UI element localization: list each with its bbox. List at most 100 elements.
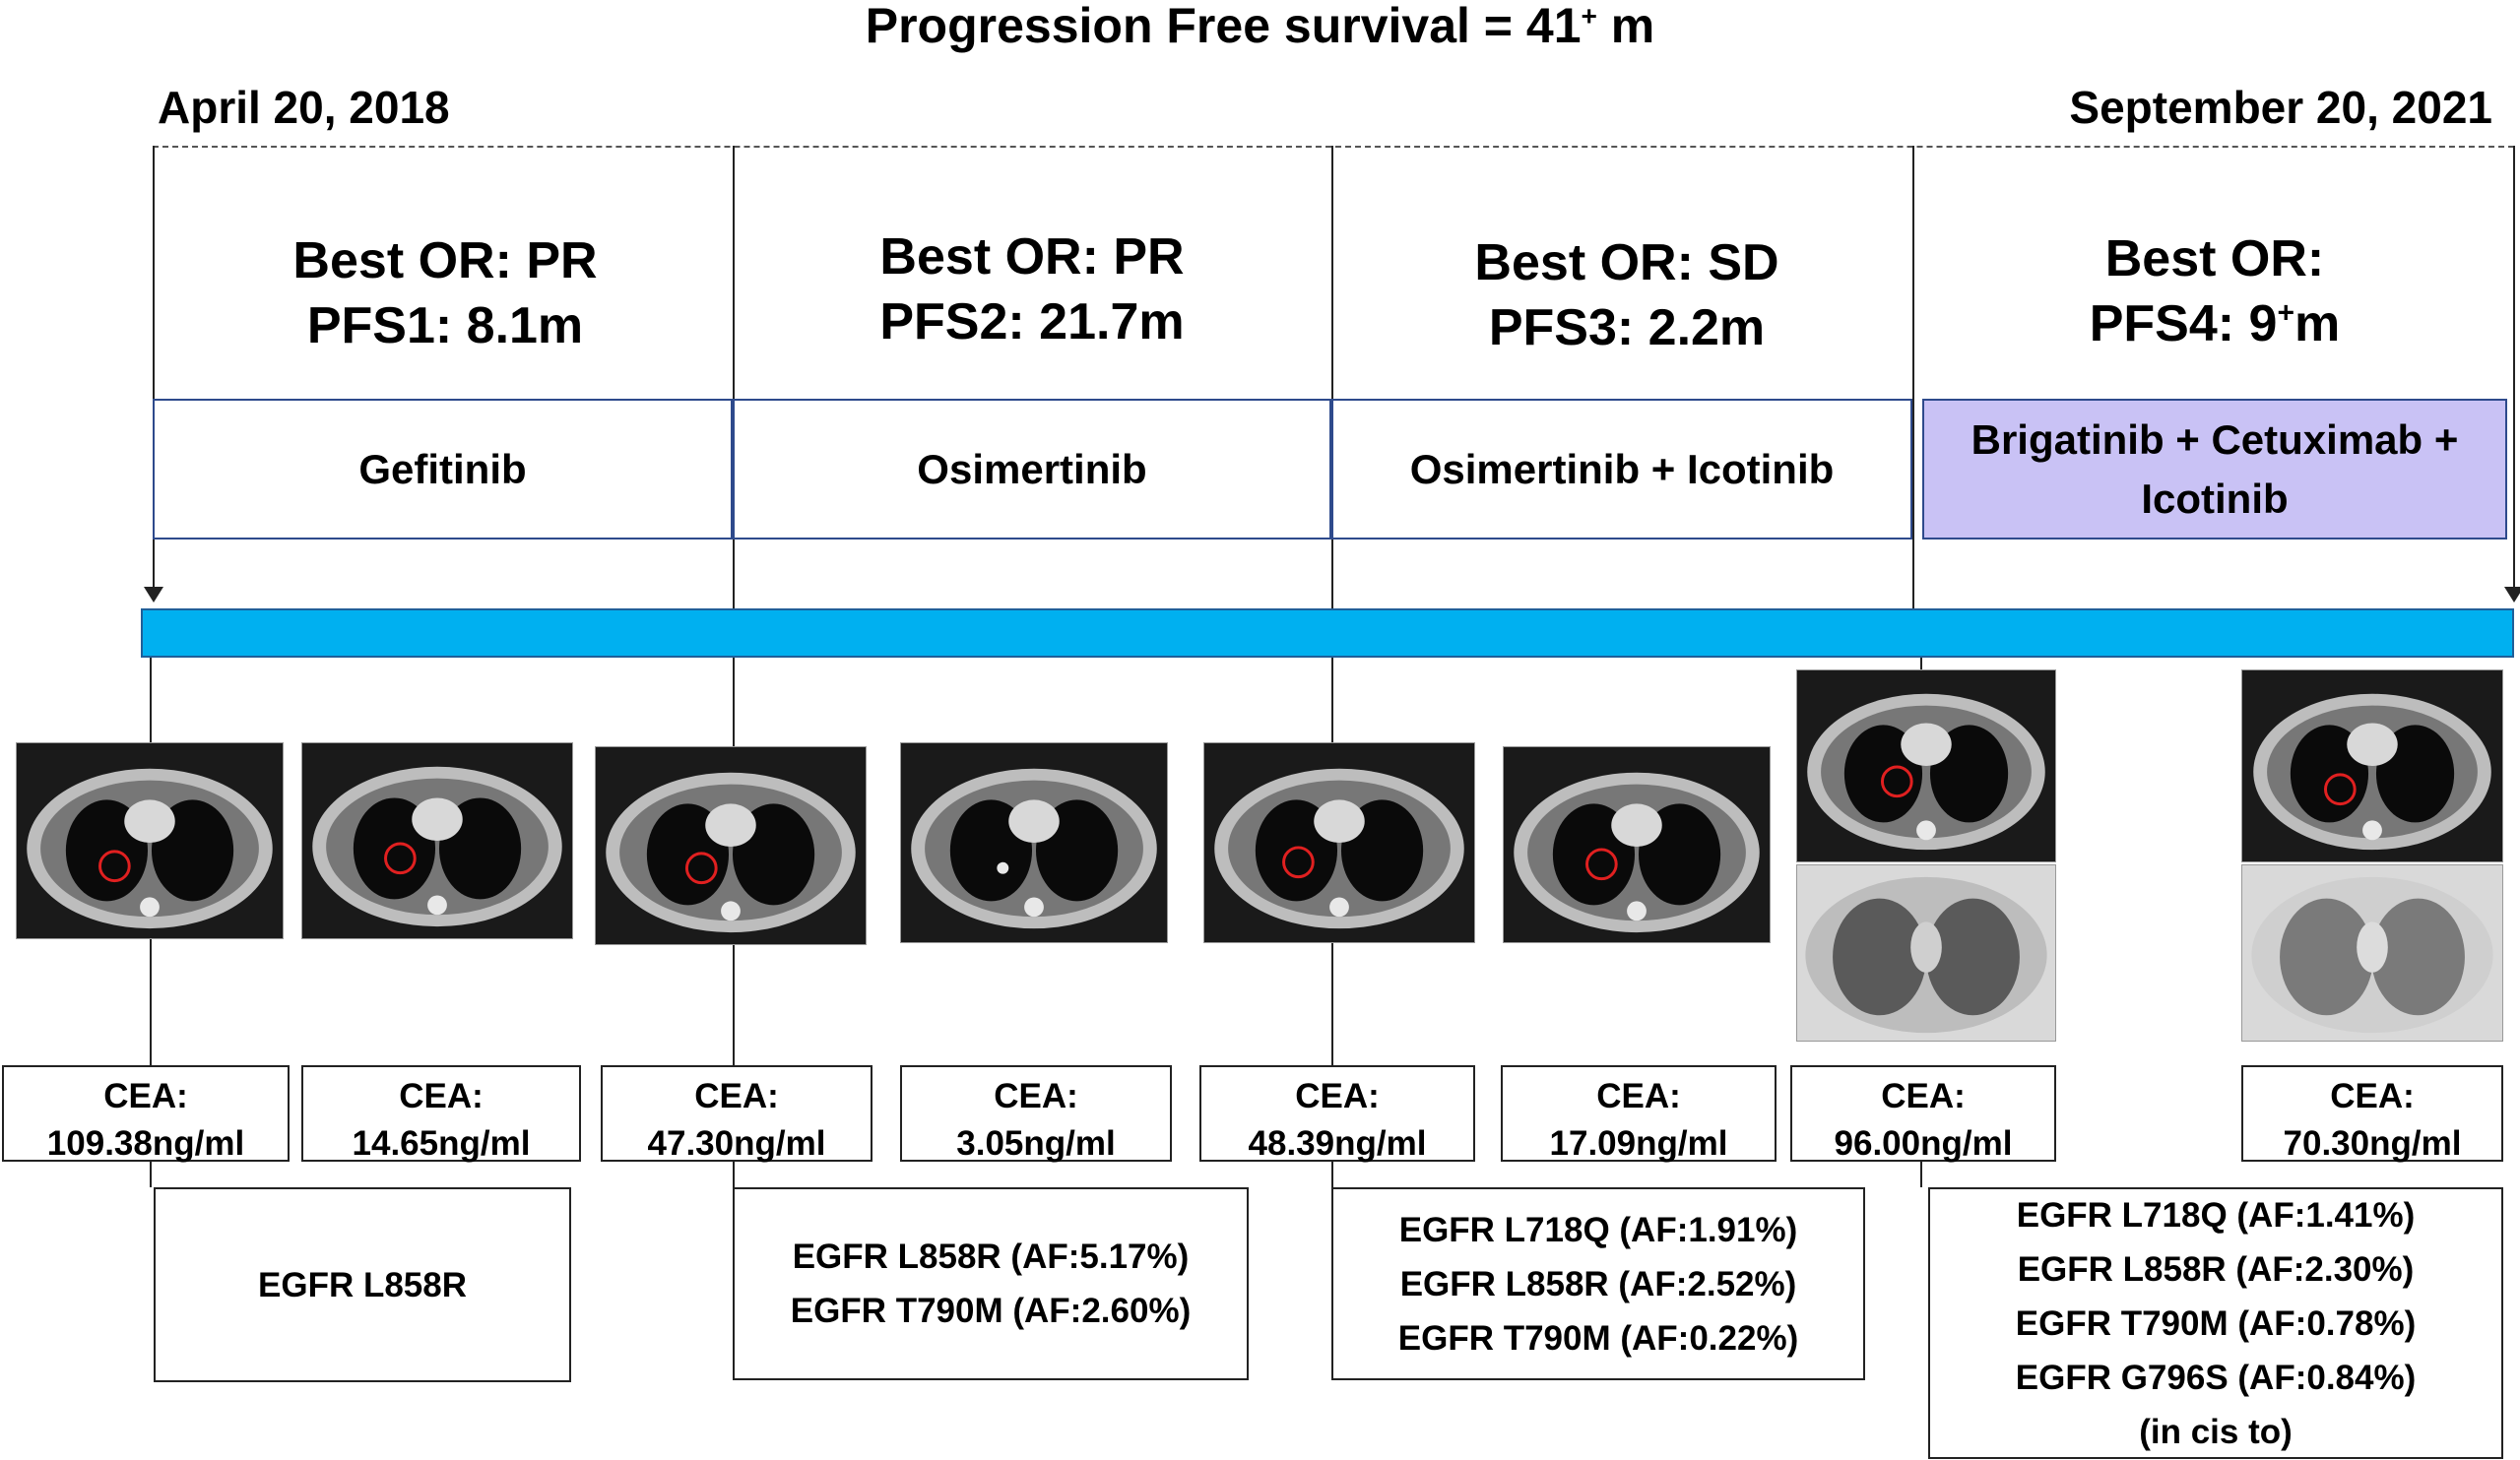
drug-label: Osimertinib + Icotinib [1409, 445, 1835, 492]
timeline-bar [141, 608, 2514, 658]
cea-label: CEA: [399, 1077, 484, 1115]
phase-3-header: Best OR: SD PFS3: 2.2m [1333, 230, 1920, 360]
mutation-line: EGFR L858R (AF:2.52%) [1399, 1264, 1797, 1303]
title-text: Progression Free survival = 41 [865, 0, 1582, 53]
cea-value: 14.65ng/ml [352, 1124, 531, 1163]
cea-value: 109.38ng/ml [46, 1124, 245, 1163]
mutation-line: EGFR G796S (AF:0.84%) [2015, 1358, 2417, 1397]
phase-4-pfs-sup: + [2277, 296, 2294, 330]
cea-label: CEA: [1881, 1077, 1966, 1115]
cea-label: CEA: [1596, 1077, 1681, 1115]
lung-window-ct-image [1796, 864, 2056, 1042]
drug-label: Osimertinib [917, 445, 1147, 492]
mutation-box-1: EGFR L858R [154, 1187, 571, 1382]
connector-line [1331, 1162, 1333, 1187]
phase-2-best-or: Best OR: PR [879, 228, 1185, 286]
mutation-box-2: EGFR L858R (AF:5.17%) EGFR T790M (AF:2.6… [733, 1187, 1249, 1380]
divider-line [733, 146, 735, 608]
mutation-box-4: EGFR L718Q (AF:1.41%) EGFR L858R (AF:2.3… [1928, 1187, 2503, 1459]
ct-scan-image [2241, 669, 2503, 862]
cea-label: CEA: [1295, 1077, 1380, 1115]
cea-value: 47.30ng/ml [647, 1124, 826, 1163]
end-arrow-head [2504, 587, 2520, 603]
mutation-line: EGFR T790M (AF:2.60%) [790, 1292, 1192, 1330]
drug-box-2: Osimertinib [733, 399, 1331, 540]
mutation-line: EGFR L718Q (AF:1.91%) [1398, 1210, 1798, 1249]
phase-1-header: Best OR: PR PFS1: 8.1m [158, 228, 733, 358]
ct-scan-image [1503, 746, 1771, 943]
phase-4-pfs: PFS4: 9 [2089, 295, 2278, 352]
cea-label: CEA: [2330, 1077, 2415, 1115]
mutation-line: EGFR L858R [258, 1265, 467, 1304]
start-date: April 20, 2018 [158, 82, 450, 133]
phase-1-best-or: Best OR: PR [292, 232, 598, 289]
diagram-title: Progression Free survival = 41+ m [0, 0, 2520, 51]
title-suffix: m [1596, 0, 1655, 53]
phase-4-pfs-suffix: m [2294, 295, 2341, 352]
phase-2-pfs: PFS2: 21.7m [879, 293, 1185, 350]
cea-box: CEA: 14.65ng/ml [301, 1065, 581, 1163]
ct-scan-image [595, 746, 867, 945]
drug-label: Gefitinib [358, 445, 527, 492]
lesion-marker [2324, 773, 2357, 806]
drug-box-4: Brigatinib + Cetuximab + Icotinib [1922, 399, 2507, 540]
mutation-line: EGFR T790M (AF:0.22%) [1397, 1318, 1799, 1358]
mutation-line: EGFR T790M (AF:0.78%) [2015, 1303, 2417, 1343]
ct-scan-image [16, 742, 284, 939]
cea-box: CEA: 3.05ng/ml [900, 1065, 1172, 1163]
phase-4-best-or: Best OR: [2104, 230, 2325, 287]
cea-value: 17.09ng/ml [1549, 1124, 1728, 1163]
ct-scan-image [1796, 669, 2056, 862]
start-arrow-line [153, 146, 155, 601]
cea-label: CEA: [694, 1077, 779, 1115]
mutation-line: EGFR L858R (AF:2.30%) [2017, 1249, 2415, 1289]
cea-box: CEA: 47.30ng/ml [601, 1065, 872, 1163]
phase-4-header: Best OR: PFS4: 9+m [1922, 226, 2507, 356]
title-sup: + [1581, 0, 1597, 32]
lesion-marker [384, 842, 417, 875]
end-arrow-line [2513, 146, 2515, 601]
cea-value: 3.05ng/ml [956, 1124, 1116, 1163]
start-arrow-head [144, 587, 163, 603]
phase-1-pfs: PFS1: 8.1m [306, 297, 584, 354]
lesion-marker [98, 850, 131, 883]
end-date: September 20, 2021 [2069, 82, 2492, 133]
cea-box: CEA: 48.39ng/ml [1199, 1065, 1475, 1163]
cea-box: CEA: 70.30ng/ml [2241, 1065, 2503, 1163]
phase-2-header: Best OR: PR PFS2: 21.7m [735, 224, 1329, 354]
top-bracket [153, 146, 2514, 148]
drug-box-1: Gefitinib [153, 399, 733, 540]
ct-scan-image [1203, 742, 1475, 943]
lesion-marker [1282, 846, 1315, 879]
lesion-marker [1880, 765, 1913, 798]
drug-label-line2: Icotinib [2141, 475, 2289, 522]
phase-3-pfs: PFS3: 2.2m [1488, 299, 1766, 356]
lesion-marker [1585, 848, 1618, 881]
cea-label: CEA: [103, 1077, 188, 1115]
drug-box-3: Osimertinib + Icotinib [1331, 399, 1912, 540]
lesion-marker [684, 852, 718, 885]
cea-box: CEA: 17.09ng/ml [1501, 1065, 1777, 1163]
cea-box: CEA: 109.38ng/ml [2, 1065, 290, 1163]
mutation-line: (in cis to) [2139, 1412, 2293, 1451]
cea-value: 70.30ng/ml [2283, 1124, 2462, 1163]
lung-window-ct-image [2241, 864, 2503, 1042]
phase-3-best-or: Best OR: SD [1474, 234, 1779, 291]
mutation-line: EGFR L858R (AF:5.17%) [792, 1238, 1190, 1276]
ct-scan-image [301, 742, 573, 939]
cea-box: CEA: 96.00ng/ml [1790, 1065, 2056, 1163]
mutation-box-3: EGFR L718Q (AF:1.91%) EGFR L858R (AF:2.5… [1331, 1187, 1865, 1380]
ct-scan-image [900, 742, 1168, 943]
divider-line [1331, 146, 1333, 608]
connector-line [1920, 658, 1922, 669]
connector-line [1920, 1162, 1922, 1187]
drug-label-line1: Brigatinib + Cetuximab + [1971, 415, 2459, 463]
cea-label: CEA: [994, 1077, 1078, 1115]
connector-line [150, 1162, 152, 1187]
cea-value: 96.00ng/ml [1834, 1124, 2013, 1163]
mutation-line: EGFR L718Q (AF:1.41%) [2016, 1195, 2416, 1235]
cea-value: 48.39ng/ml [1248, 1124, 1427, 1163]
phase-4-pfs-row: PFS4: 9+m [1922, 291, 2507, 356]
divider-line [1912, 146, 1914, 608]
connector-line [733, 1162, 735, 1187]
